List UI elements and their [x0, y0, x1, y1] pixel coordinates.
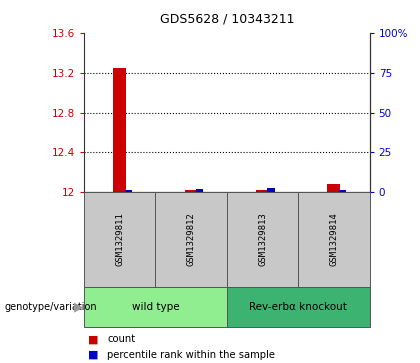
Bar: [125, 190, 132, 192]
Text: genotype/variation: genotype/variation: [4, 302, 97, 312]
Bar: [84, 287, 227, 327]
Bar: [185, 191, 197, 192]
Bar: [268, 188, 275, 192]
Text: percentile rank within the sample: percentile rank within the sample: [107, 350, 275, 360]
Text: ▶: ▶: [74, 300, 83, 313]
Text: wild type: wild type: [131, 302, 179, 312]
Bar: [339, 190, 346, 192]
Text: GSM1329814: GSM1329814: [329, 213, 339, 266]
Bar: [196, 189, 203, 192]
Bar: [256, 191, 269, 192]
Text: GSM1329812: GSM1329812: [186, 213, 196, 266]
Bar: [298, 192, 370, 287]
Text: GSM1329813: GSM1329813: [258, 213, 267, 266]
Text: ■: ■: [88, 350, 99, 360]
Bar: [113, 68, 126, 192]
Bar: [155, 192, 227, 287]
Text: count: count: [107, 334, 135, 344]
Text: ■: ■: [88, 334, 99, 344]
Text: Rev-erbα knockout: Rev-erbα knockout: [249, 302, 347, 312]
Text: GSM1329811: GSM1329811: [115, 213, 124, 266]
Bar: [227, 287, 370, 327]
Bar: [328, 184, 340, 192]
Bar: [227, 192, 298, 287]
Bar: [84, 192, 155, 287]
Text: GDS5628 / 10343211: GDS5628 / 10343211: [160, 13, 294, 26]
